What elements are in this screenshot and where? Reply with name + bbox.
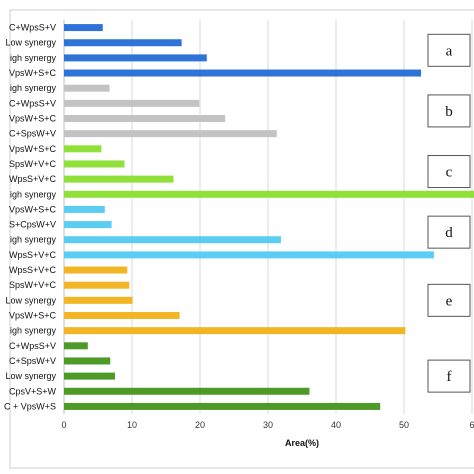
- panel-label-box: [427, 155, 471, 189]
- bar: [64, 387, 310, 395]
- bar: [64, 221, 112, 229]
- bars: [64, 24, 474, 410]
- category-labels: C+WpsS+V Low synergy igh synergy VpsW+S+C ig…: [4, 23, 57, 412]
- category-label: C+WpsS+V: [9, 98, 56, 108]
- bar: [64, 115, 226, 122]
- category-label: VpsW+S+C: [9, 114, 57, 124]
- panel-label-box: [427, 33, 471, 67]
- category-label: igh synergy: [10, 189, 57, 199]
- x-tick-label: 30: [263, 420, 273, 430]
- bar: [64, 130, 277, 138]
- category-label: WpsS+V+C: [9, 265, 57, 275]
- panel-label-text: e: [446, 293, 453, 309]
- category-label: Low synergy: [5, 38, 56, 48]
- category-label: Low synergy: [5, 371, 56, 381]
- category-label: igh synergy: [10, 53, 57, 63]
- panel-label-a: a: [427, 33, 471, 67]
- panel-label-b: b: [427, 94, 471, 128]
- x-tick-label: 20: [195, 420, 205, 430]
- bar: [64, 84, 110, 92]
- gridlines: [63, 20, 473, 414]
- category-label: VpsW+S+C: [9, 68, 57, 78]
- category-label: igh synergy: [10, 83, 57, 93]
- panel-label-e: e: [427, 283, 471, 317]
- panel-label-d: d: [427, 215, 471, 249]
- category-label: igh synergy: [10, 326, 57, 336]
- category-label: igh synergy: [10, 235, 57, 245]
- panel-label-box: [427, 283, 471, 317]
- bar: [64, 296, 133, 304]
- panel-label-text: d: [445, 225, 453, 241]
- bar: [64, 357, 111, 365]
- category-label: C+SpsW+V: [9, 129, 56, 139]
- bar: [64, 236, 281, 244]
- category-label: SpsW+V+C: [9, 280, 57, 290]
- bar: [64, 342, 88, 350]
- category-label: C+WpsS+V: [9, 341, 56, 351]
- bar: [64, 372, 115, 380]
- category-label: WpsS+V+C: [9, 174, 57, 184]
- x-tick-label: 6: [469, 420, 474, 430]
- category-label: VpsW+S+C: [9, 311, 57, 321]
- category-label: Low synergy: [5, 295, 56, 305]
- category-label: VpsW+S+C: [9, 204, 57, 214]
- category-label: S+CpsW+V: [9, 220, 56, 230]
- x-tick-label: 40: [331, 420, 341, 430]
- x-tick-label: 0: [61, 420, 66, 430]
- bar: [64, 54, 207, 62]
- bar: [64, 251, 434, 259]
- category-label: SpsW+V+C: [9, 159, 57, 169]
- category-label: VpsW+S+C: [9, 144, 57, 154]
- panel-label-text: c: [446, 165, 453, 181]
- x-tick-label: 50: [399, 420, 409, 430]
- category-label: C + VpsW+S: [4, 401, 56, 411]
- bar: [64, 24, 103, 32]
- panel-labels: a b c d e f: [427, 33, 471, 393]
- category-label: CpsV+S+W: [9, 386, 57, 396]
- bar: [64, 160, 125, 168]
- category-label: C+WpsS+V: [9, 23, 56, 33]
- bar: [64, 99, 200, 107]
- panel-label-box: [427, 94, 471, 128]
- bar: [64, 281, 130, 289]
- chart-frame: [9, 9, 474, 469]
- panel-label-text: f: [447, 369, 452, 385]
- bar: [64, 175, 174, 183]
- bar: [64, 190, 474, 198]
- panel-label-box: [427, 215, 471, 249]
- panel-label-box: [427, 359, 471, 393]
- x-tick-label: 10: [127, 420, 137, 430]
- bar: [64, 327, 406, 335]
- panel-label-c: c: [427, 155, 471, 189]
- bar: [64, 402, 381, 410]
- category-label: WpsS+V+C: [9, 250, 57, 260]
- x-tick-labels: 0 10 20 30 40 50 6: [61, 420, 474, 430]
- x-axis-label: Area(%): [285, 438, 319, 448]
- panel-label-text: a: [446, 43, 453, 59]
- panel-label-text: b: [445, 104, 453, 120]
- bar: [64, 145, 102, 153]
- bar: [64, 312, 180, 319]
- bar: [64, 266, 128, 274]
- bar: [64, 39, 182, 47]
- panel-label-f: f: [427, 359, 471, 393]
- bar: [64, 205, 105, 213]
- category-label: C+SpsW+V: [9, 356, 56, 366]
- bar: [64, 69, 421, 77]
